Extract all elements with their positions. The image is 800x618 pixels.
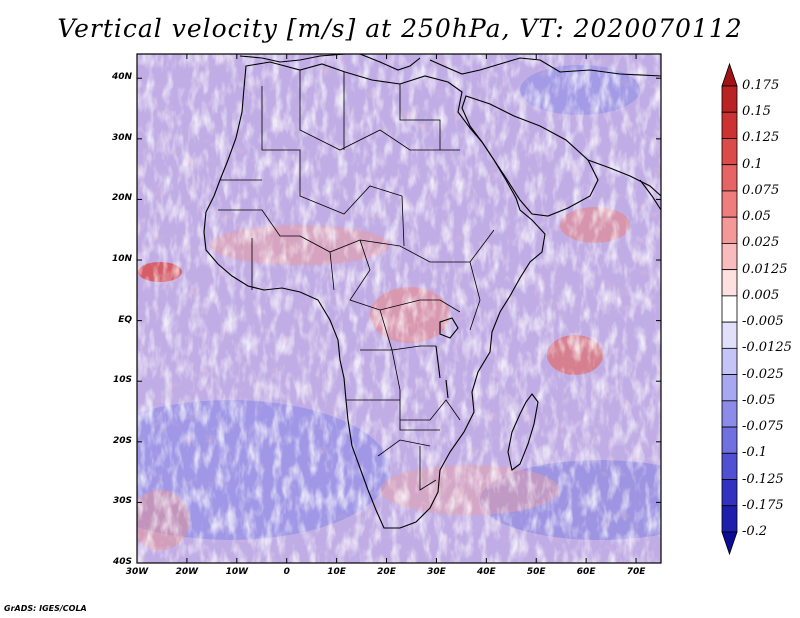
- colorbar-swatch: [721, 111, 738, 139]
- colorbar-label: -0.05: [742, 392, 776, 408]
- colorbar-label: 0.15: [742, 104, 771, 120]
- lat-label: 10S: [112, 375, 132, 386]
- coastlines: [203, 54, 661, 529]
- colorbar-label: -0.175: [742, 497, 784, 513]
- madagascar-coastline: [507, 393, 539, 471]
- asia-coastline: [539, 59, 661, 197]
- lat-label: 10N: [111, 254, 132, 265]
- colorbar-swatch: [721, 374, 738, 402]
- lon-label: 20E: [377, 567, 396, 577]
- axis-ticks: [136, 54, 661, 564]
- colorbar-swatch: [721, 216, 738, 244]
- grads-credit: GrADS: IGES/COLA: [4, 604, 87, 613]
- country-borders: [218, 70, 495, 491]
- rift-lakes: [435, 345, 449, 399]
- colorbar-swatch: [721, 505, 738, 533]
- colorbar-swatch: [721, 531, 738, 556]
- colorbar-swatch: [721, 400, 738, 428]
- colorbar-label: -0.075: [742, 419, 784, 435]
- lake-victoria: [439, 317, 459, 339]
- colorbar-label: -0.125: [742, 471, 784, 487]
- lon-label: 30W: [125, 567, 149, 577]
- colorbar-swatch: [721, 479, 738, 507]
- africa-coastline: [203, 61, 546, 529]
- colorbar-swatch: [721, 426, 738, 454]
- colorbar-swatch: [721, 452, 738, 480]
- colorbar-swatch: [721, 295, 738, 323]
- colorbar-swatch: [721, 85, 738, 113]
- arabia-coastline: [461, 95, 599, 217]
- colorbar-label: 0.125: [742, 130, 780, 146]
- colorbar-label: 0.005: [742, 287, 780, 303]
- lat-label: 30S: [112, 496, 132, 507]
- chart-title: Vertical velocity [m/s] at 250hPa, VT: 2…: [57, 14, 743, 43]
- colorbar-label: -0.005: [742, 314, 784, 330]
- colorbar-label: 0.075: [742, 182, 780, 198]
- colorbar-label: 0.05: [742, 209, 771, 225]
- lon-label: 10W: [225, 567, 249, 577]
- colorbar-swatch: [721, 62, 738, 87]
- colorbar-label: -0.025: [742, 366, 784, 382]
- lon-label: 10E: [327, 567, 346, 577]
- lat-label: 20N: [111, 193, 132, 204]
- lon-label: 40E: [476, 567, 496, 577]
- colorbar-label: 0.175: [742, 78, 780, 93]
- lon-label: 60E: [576, 567, 596, 577]
- plot-frame: [136, 53, 662, 564]
- colorbar-swatch: [721, 164, 738, 192]
- lon-label: 30E: [427, 567, 446, 577]
- colorbar-swatch: [721, 269, 738, 297]
- lat-label: 40N: [111, 72, 132, 83]
- lat-label: 30N: [111, 132, 132, 143]
- colorbar-label: -0.0125: [742, 340, 792, 356]
- lat-label: 40S: [112, 557, 132, 567]
- colorbar-swatch: [721, 190, 738, 218]
- colorbar: [721, 62, 738, 556]
- lon-label: 70E: [626, 567, 646, 577]
- lat-label: EQ: [118, 314, 132, 325]
- colorbar-label: -0.2: [742, 524, 768, 539]
- lon-label: 20W: [175, 567, 199, 577]
- europe-coastline: [239, 54, 541, 75]
- colorbar-swatch: [721, 243, 738, 271]
- colorbar-swatch: [721, 138, 738, 166]
- colorbar-swatch: [721, 321, 738, 349]
- india-coastline: [639, 179, 661, 211]
- colorbar-label: 0.1: [742, 156, 763, 172]
- lon-label: 0: [283, 567, 290, 577]
- lon-label: 50E: [526, 567, 546, 577]
- vertical-velocity-field: [137, 54, 661, 563]
- colorbar-label: 0.025: [742, 235, 780, 251]
- lat-label: 20S: [112, 435, 132, 446]
- colorbar-swatch: [721, 347, 738, 375]
- colorbar-label: 0.0125: [742, 261, 788, 277]
- colorbar-label: -0.1: [742, 445, 768, 461]
